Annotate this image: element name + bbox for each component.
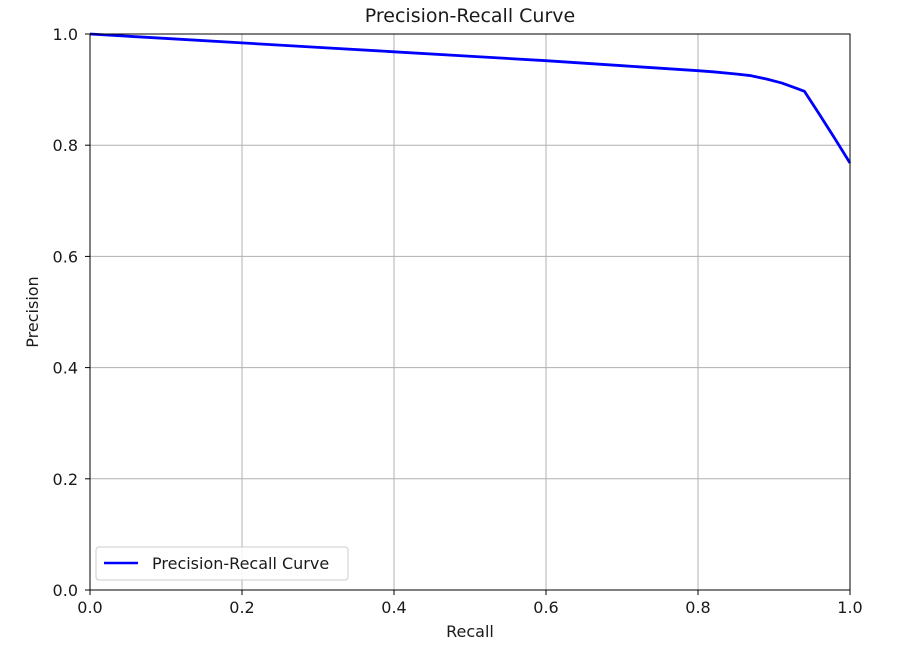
y-tick-label: 0.4 [53, 359, 78, 378]
precision-recall-curve-line [89, 32, 852, 164]
grid [89, 33, 851, 591]
y-tick-label: 0.0 [53, 581, 78, 600]
y-tick-label: 0.8 [53, 136, 78, 155]
y-tick-label: 0.6 [53, 247, 78, 266]
legend-entry-label: Precision-Recall Curve [152, 554, 329, 573]
x-tick-labels: 0.0 0.2 0.4 0.6 0.8 1.0 [77, 598, 862, 617]
x-tick-label: 0.0 [77, 598, 102, 617]
x-axis-label: Recall [446, 622, 494, 641]
y-axis-label: Precision [23, 276, 42, 347]
plot-frame [89, 33, 851, 591]
y-tick-label: 0.2 [53, 470, 78, 489]
tick-marks [85, 33, 851, 595]
chart-title: Precision-Recall Curve [365, 5, 575, 27]
x-tick-label: 0.4 [381, 598, 406, 617]
x-tick-label: 0.8 [685, 598, 710, 617]
y-tick-label: 1.0 [53, 25, 78, 44]
legend: Precision-Recall Curve [95, 546, 349, 581]
x-tick-label: 0.2 [229, 598, 254, 617]
x-tick-label: 0.6 [533, 598, 558, 617]
series-layer [89, 32, 852, 164]
y-tick-labels: 0.0 0.2 0.4 0.6 0.8 1.0 [53, 25, 78, 600]
x-tick-label: 1.0 [837, 598, 862, 617]
legend-box [95, 546, 349, 581]
